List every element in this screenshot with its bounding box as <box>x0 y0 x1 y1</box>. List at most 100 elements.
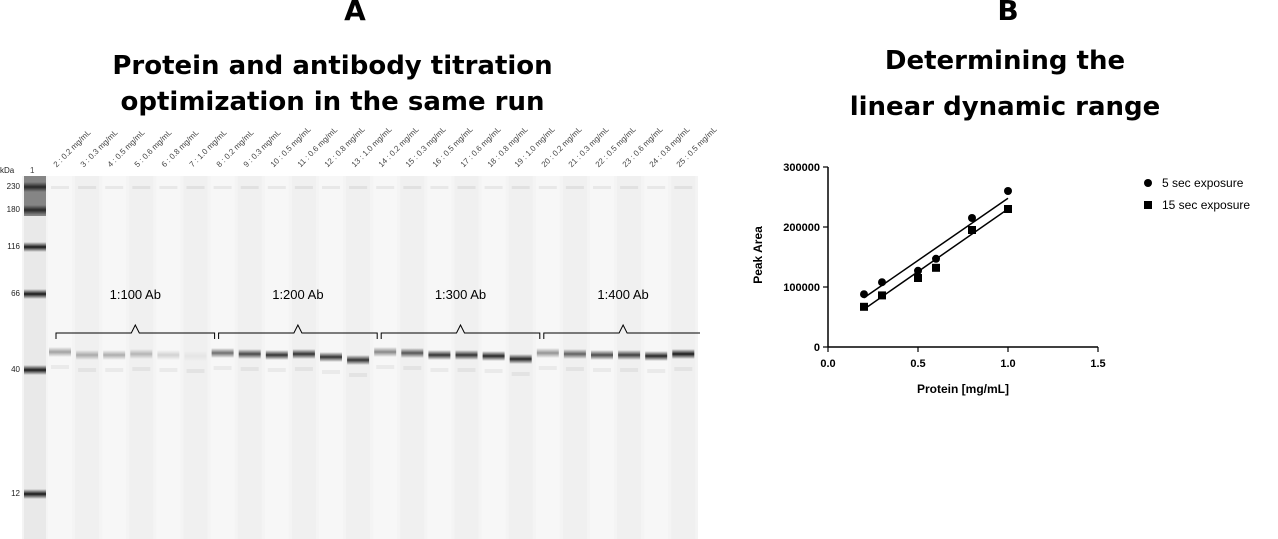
protein-band <box>320 352 342 362</box>
panel-b-title-line-2: linear dynamic range <box>849 92 1161 122</box>
faint-band <box>593 186 611 189</box>
dilution-brackets <box>55 323 700 339</box>
protein-band <box>292 349 315 359</box>
faint-band <box>484 369 503 373</box>
gel-lane <box>617 176 642 539</box>
faint-band <box>620 368 639 372</box>
x-tick-label: 0.5 <box>910 358 925 370</box>
gel-lane <box>183 176 208 539</box>
lane-background <box>373 176 398 539</box>
faint-band <box>186 369 205 373</box>
data-point-5sec <box>878 278 886 287</box>
data-point-5sec <box>914 266 922 275</box>
faint-band <box>538 186 557 189</box>
y-tick-label: 100000 <box>783 282 820 294</box>
data-point-15sec <box>968 226 976 234</box>
protein-band <box>536 348 559 358</box>
faint-band <box>213 366 232 370</box>
data-point-15sec <box>932 263 940 272</box>
protein-band <box>184 351 207 361</box>
kda-marker-116: 116 <box>7 242 20 251</box>
faint-band <box>213 186 232 189</box>
faint-band <box>647 369 666 373</box>
protein-band <box>455 350 478 360</box>
faint-band <box>674 186 693 189</box>
legend-label-15sec: 15 sec exposure <box>1162 198 1251 212</box>
chart-legend: 5 sec exposure 15 sec exposure <box>1138 172 1250 216</box>
dilution-label: 1:100 Ab <box>109 287 161 302</box>
dilution-bracket <box>218 323 378 339</box>
x-tick-label: 1.5 <box>1090 358 1105 370</box>
faint-band <box>376 365 395 369</box>
protein-band <box>347 355 370 365</box>
gel-lane <box>644 176 669 539</box>
data-point-5sec <box>860 290 868 299</box>
faint-band <box>349 373 368 377</box>
protein-band <box>76 350 99 360</box>
faint-band <box>78 368 97 372</box>
ladder-band <box>24 242 46 252</box>
x-tick-label: 1.0 <box>1000 358 1015 370</box>
faint-band <box>511 186 530 189</box>
gel-lane <box>210 176 235 539</box>
faint-band <box>240 367 259 371</box>
faint-band <box>457 368 476 372</box>
dilution-label: 1:400 Ab <box>597 287 649 302</box>
linear-range-chart: 0.0 0.5 1.0 1.5 0 100000 200000 300000 Peak Are… <box>751 162 1106 396</box>
panel-a-title-line-1: Protein and antibody titration <box>112 51 553 81</box>
faint-band <box>294 186 313 189</box>
gel-lanes <box>24 176 696 539</box>
ladder-band <box>24 365 46 375</box>
ladder-lane-label: 1 <box>30 166 35 175</box>
gel-lane <box>237 176 262 539</box>
kda-marker-12: 12 <box>11 489 20 498</box>
chart-axes: 0.0 0.5 1.0 1.5 0 100000 200000 300000 <box>783 162 1105 370</box>
faint-band <box>620 186 639 189</box>
panel-b-title: Determining the linear dynamic range <box>830 38 1180 130</box>
faint-band <box>267 368 286 372</box>
ladder-smear <box>24 176 46 216</box>
dilution-label: 1:300 Ab <box>434 287 487 302</box>
faint-band <box>51 365 69 369</box>
square-marker-icon <box>1144 201 1152 209</box>
y-tick-label: 200000 <box>783 222 820 234</box>
kda-header: kDa <box>0 166 15 175</box>
faint-band <box>132 186 151 189</box>
faint-band <box>105 368 124 372</box>
kda-marker-180: 180 <box>6 205 20 214</box>
faint-band <box>78 186 97 189</box>
protein-band <box>401 348 424 358</box>
data-point-5sec <box>1004 187 1012 195</box>
faint-band <box>159 186 178 189</box>
gel-lane <box>373 176 398 539</box>
kda-marker-40: 40 <box>11 365 20 374</box>
fit-line-5sec <box>863 197 1009 299</box>
gel-lane <box>508 176 533 539</box>
protein-band <box>645 351 668 361</box>
kda-marker-230: 230 <box>6 182 20 191</box>
protein-band <box>591 350 613 360</box>
protein-band <box>509 354 532 364</box>
protein-band <box>482 351 505 361</box>
faint-band <box>403 186 422 189</box>
dilution-label: 1:200 Ab <box>272 287 324 302</box>
ladder-band <box>24 289 46 299</box>
dilution-bracket <box>543 323 700 339</box>
faint-band <box>565 367 584 371</box>
gel-lane <box>264 176 289 539</box>
faint-band <box>267 186 286 189</box>
faint-band <box>647 186 666 189</box>
data-point-15sec <box>914 274 922 282</box>
faint-band <box>484 186 503 189</box>
gel-lane <box>129 176 154 539</box>
panel-a-letter: A <box>344 0 366 27</box>
panel-a-title-line-2: optimization in the same run <box>120 87 545 117</box>
circle-marker-icon <box>1144 179 1152 187</box>
faint-band <box>294 367 313 371</box>
panel-b-letter: B <box>997 0 1019 27</box>
faint-band <box>674 367 693 371</box>
faint-band <box>430 368 449 372</box>
y-tick-label: 300000 <box>783 162 820 174</box>
protein-band <box>563 349 586 359</box>
gel-lane <box>454 176 479 539</box>
